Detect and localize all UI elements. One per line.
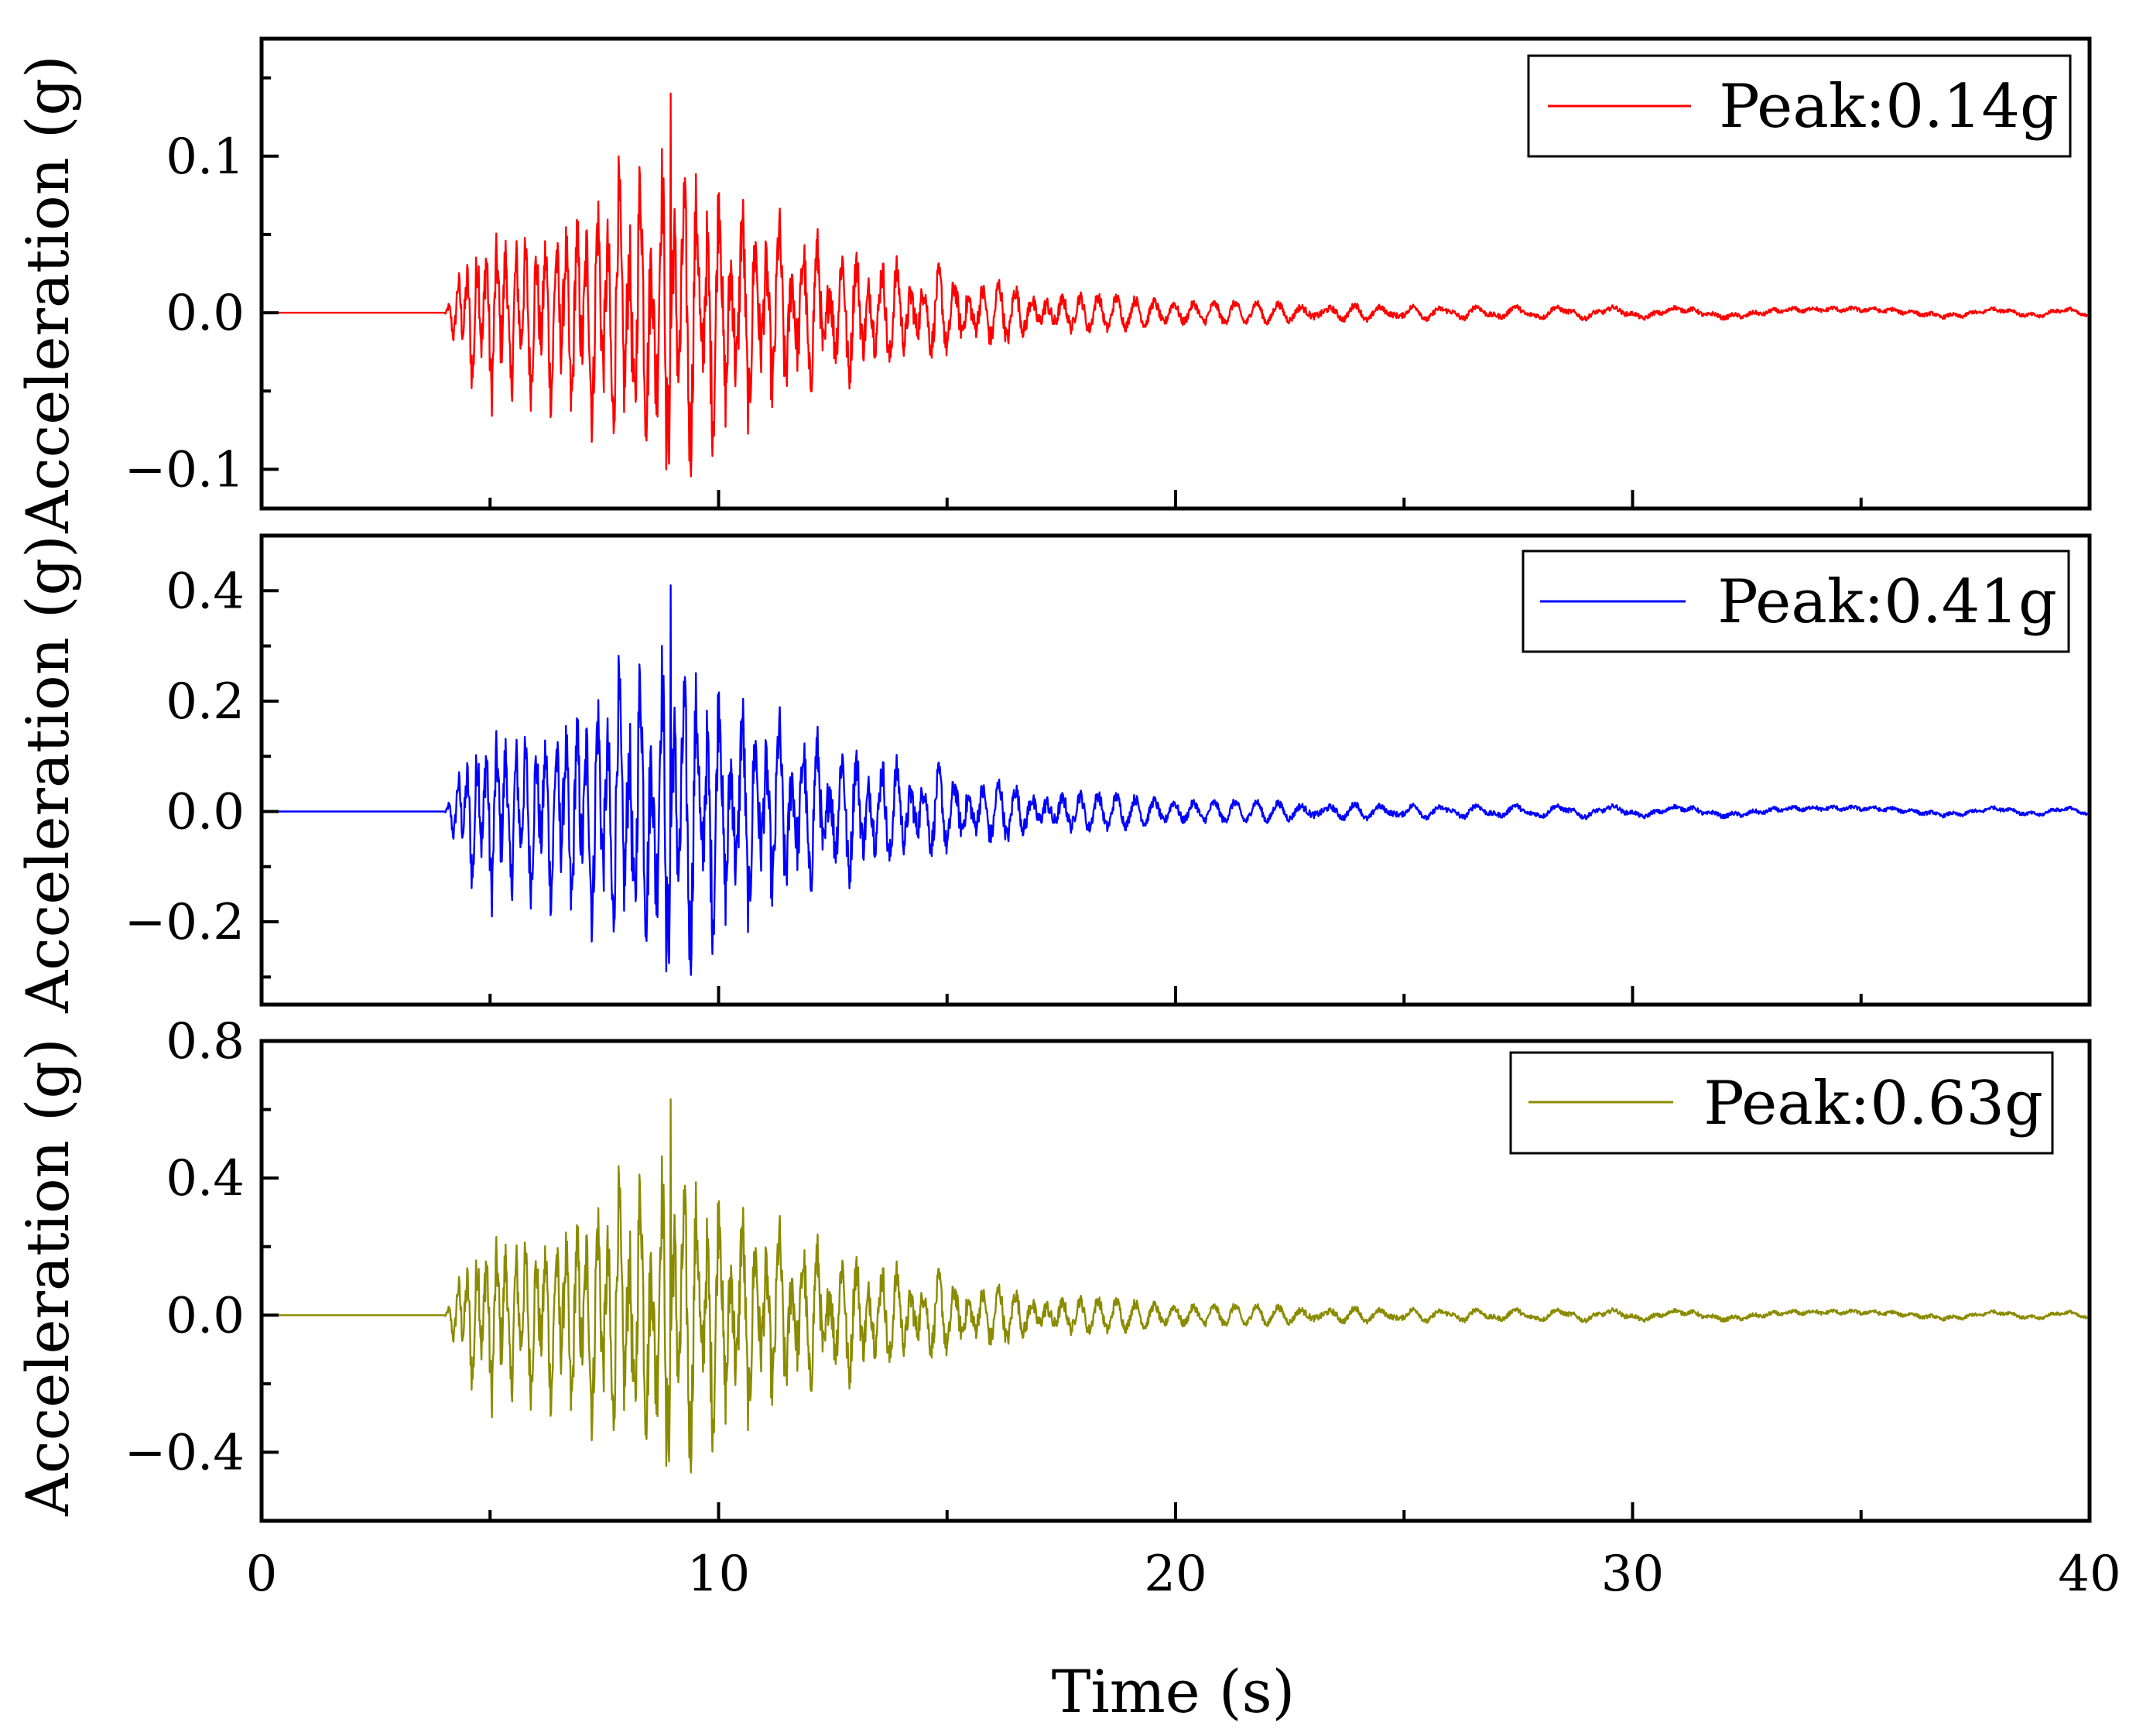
- axes-bottom: −0.4 0.0 0.4 0.8 0 10 20 30 40: [125, 1013, 2121, 1603]
- legend-label-top: Peak:0.14g: [1719, 72, 2059, 142]
- legend-bottom: Peak:0.63g: [1509, 1051, 2054, 1155]
- legend-middle: Peak:0.41g: [1522, 550, 2070, 653]
- series-line-top: [261, 92, 2090, 478]
- y-axis-label-bottom: Acceleration (g): [13, 1038, 82, 1517]
- y-tick-label-bottom: 0.4: [166, 1150, 245, 1207]
- y-tick-label-bottom: −0.4: [125, 1424, 245, 1481]
- y-tick-label-middle: −0.2: [125, 894, 245, 951]
- x-tick-label: 40: [2058, 1546, 2121, 1603]
- trace-group-top: [261, 92, 2090, 478]
- axes-top: −0.1 0.0 0.1: [125, 36, 2092, 511]
- trace-group-bottom: [261, 1098, 2090, 1474]
- x-tick-label: 30: [1601, 1546, 1664, 1603]
- y-tick-label-middle: 0.2: [166, 673, 245, 731]
- y-axis-label-top: Acceleration (g): [13, 55, 82, 534]
- panel-middle: −0.2 0.0 0.2 0.4 Peak:0.41g Acceleration (g…: [13, 533, 2092, 1014]
- axes-middle: −0.2 0.0 0.2 0.4: [125, 533, 2092, 1007]
- y-tick-label-bottom: 0.0: [166, 1287, 245, 1344]
- legend-top: Peak:0.14g: [1527, 54, 2072, 158]
- y-axis-label-middle: Acceleration (g): [13, 535, 82, 1014]
- legend-label-bottom: Peak:0.63g: [1703, 1069, 2043, 1139]
- y-tick-label-top: 0.1: [166, 128, 245, 186]
- y-tick-label-middle: 0.0: [166, 783, 245, 841]
- series-line-bottom: [261, 1098, 2090, 1474]
- trace-group-middle: [261, 584, 2090, 976]
- y-tick-label-top: 0.0: [166, 285, 245, 342]
- x-tick-label: 20: [1144, 1546, 1207, 1603]
- series-line-middle: [261, 584, 2090, 976]
- panel-bottom: −0.4 0.0 0.4 0.8 0 10 20 30 40 Peak:0.63g Accele…: [13, 1013, 2121, 1603]
- y-tick-label-middle: 0.4: [166, 563, 245, 620]
- legend-label-middle: Peak:0.41g: [1717, 567, 2057, 637]
- x-tick-label: 10: [687, 1546, 750, 1603]
- y-tick-label-bottom: 0.8: [166, 1013, 245, 1070]
- x-axis-label: Time (s): [1052, 1657, 1296, 1726]
- x-tick-label: 0: [246, 1546, 278, 1603]
- y-tick-label-top: −0.1: [125, 441, 245, 498]
- panel-top: −0.1 0.0 0.1 Peak:0.14g Acceleration (g): [13, 36, 2092, 534]
